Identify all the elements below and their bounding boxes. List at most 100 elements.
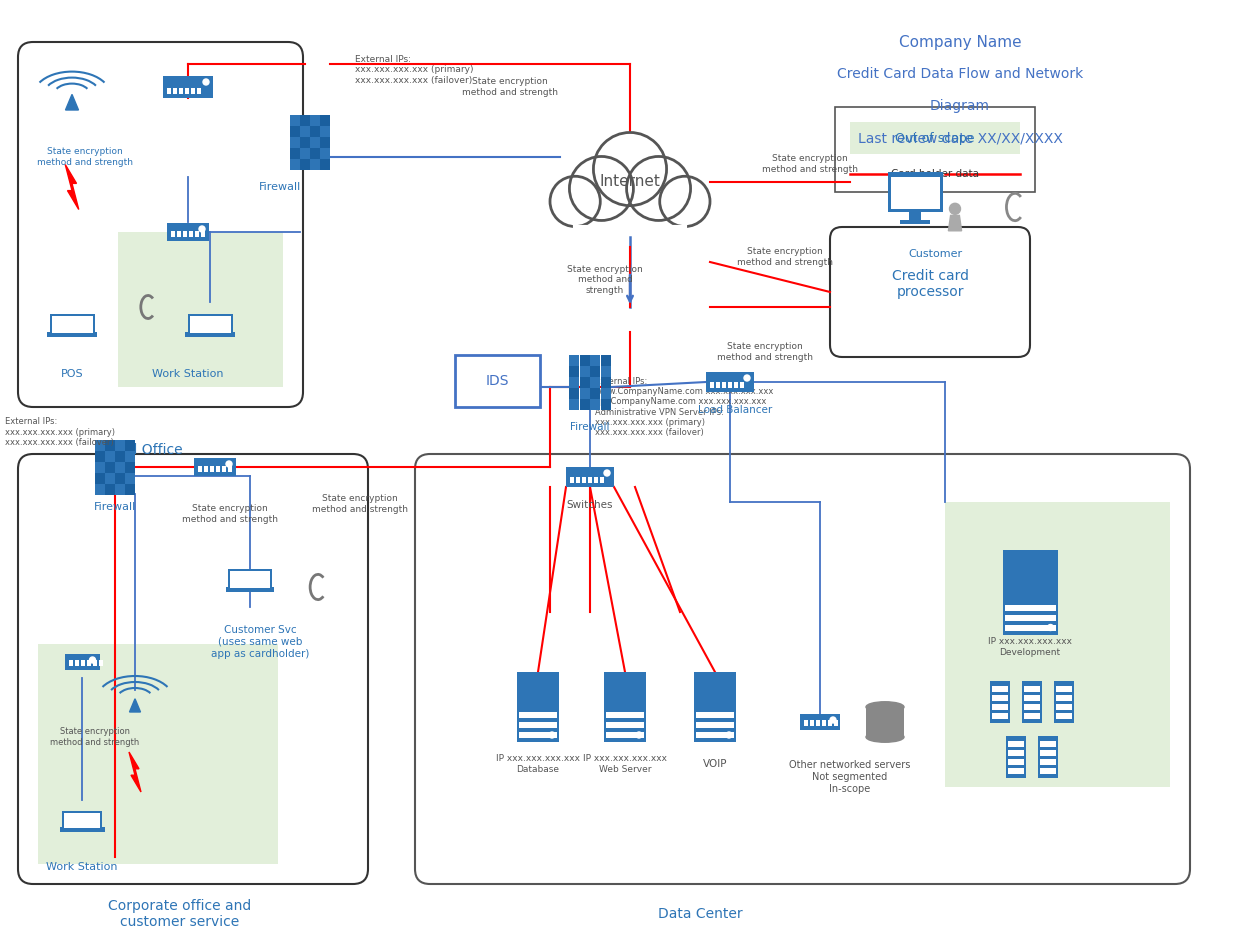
Bar <box>1023 704 1039 710</box>
Bar <box>1009 768 1023 774</box>
Bar <box>300 115 309 125</box>
Text: State encryption
method and strength: State encryption method and strength <box>182 504 278 524</box>
Bar <box>1005 614 1056 621</box>
Bar <box>59 827 105 832</box>
Bar <box>95 484 105 495</box>
Circle shape <box>549 732 555 738</box>
Bar <box>569 366 578 377</box>
Text: Work Station: Work Station <box>152 369 224 379</box>
Text: State encryption
method and strength: State encryption method and strength <box>717 342 813 362</box>
Bar <box>49 315 94 335</box>
Bar <box>216 466 220 472</box>
Bar <box>167 223 209 241</box>
Bar <box>810 720 815 726</box>
Text: Firewall: Firewall <box>570 422 609 432</box>
Bar <box>95 462 105 473</box>
Bar <box>95 473 105 483</box>
Bar <box>696 732 734 738</box>
Bar <box>125 484 135 495</box>
Bar <box>519 722 557 728</box>
Bar <box>601 388 611 398</box>
Bar <box>696 722 734 728</box>
Bar <box>125 451 135 462</box>
Bar <box>1056 713 1072 719</box>
Bar <box>310 137 319 148</box>
Bar <box>887 172 943 212</box>
Bar <box>834 720 838 726</box>
Bar <box>566 467 614 487</box>
Bar <box>1056 686 1072 692</box>
Circle shape <box>660 176 709 227</box>
Circle shape <box>1047 625 1053 630</box>
Bar <box>1056 695 1072 701</box>
Text: Customer Svc
(uses same web
app as cardholder): Customer Svc (uses same web app as cardh… <box>211 625 309 658</box>
Bar <box>696 712 734 718</box>
Bar <box>300 137 309 148</box>
Bar <box>590 388 599 398</box>
Bar <box>850 122 1020 154</box>
FancyBboxPatch shape <box>19 454 368 884</box>
Bar <box>167 88 171 94</box>
Text: Other networked servers
Not segmented
In-scope: Other networked servers Not segmented In… <box>790 760 911 793</box>
Text: Retail Office: Retail Office <box>98 443 183 457</box>
Bar <box>1006 736 1026 778</box>
Bar <box>569 377 578 387</box>
Text: External IPs:
www.CompanyName.com xxx.xxx.xxx.xxx
api.CompanyName.com xxx.xxx.xx: External IPs: www.CompanyName.com xxx.xx… <box>595 377 774 437</box>
Bar <box>222 466 226 472</box>
Bar <box>582 477 586 483</box>
Bar <box>519 732 557 738</box>
Bar <box>519 712 557 718</box>
Text: Data Center: Data Center <box>658 907 743 921</box>
Bar <box>1023 686 1039 692</box>
Text: IP xxx.xxx.xxx.xxx
Database: IP xxx.xxx.xxx.xxx Database <box>496 755 580 773</box>
Text: Card holder data: Card holder data <box>891 169 979 179</box>
Circle shape <box>203 79 209 85</box>
Bar <box>230 571 269 588</box>
Bar <box>300 148 309 158</box>
Bar <box>227 466 232 472</box>
Bar <box>201 231 205 237</box>
Bar <box>990 681 1010 723</box>
Bar <box>993 695 1009 701</box>
Bar <box>117 232 283 387</box>
Bar <box>890 177 939 209</box>
Bar <box>115 484 125 495</box>
Bar <box>320 126 330 137</box>
Bar <box>580 366 590 377</box>
Bar <box>569 388 578 398</box>
Bar <box>1009 750 1023 756</box>
Bar <box>229 569 272 591</box>
Bar <box>590 355 599 365</box>
Bar <box>693 672 735 742</box>
Bar <box>310 159 319 170</box>
Bar <box>47 332 96 337</box>
Bar <box>115 440 125 450</box>
Bar <box>836 107 1035 192</box>
Bar <box>93 660 96 666</box>
Bar <box>179 88 183 94</box>
Bar <box>105 451 115 462</box>
Bar <box>173 88 177 94</box>
Text: Firewall: Firewall <box>94 502 136 512</box>
Bar <box>580 355 590 365</box>
Bar <box>1039 741 1056 747</box>
Circle shape <box>89 657 95 663</box>
Bar <box>204 466 208 472</box>
Bar <box>740 382 744 388</box>
Bar <box>195 231 199 237</box>
Bar <box>189 317 230 333</box>
Bar <box>185 332 235 337</box>
Bar <box>716 382 721 388</box>
Bar <box>74 660 79 666</box>
Text: IP xxx.xxx.xxx.xxx
Development: IP xxx.xxx.xxx.xxx Development <box>988 638 1072 657</box>
Bar <box>105 440 115 450</box>
Text: Load Balancer: Load Balancer <box>698 405 772 415</box>
Bar <box>52 317 93 333</box>
Bar <box>188 315 232 335</box>
Bar <box>38 644 278 864</box>
Bar <box>570 477 574 483</box>
Bar <box>1038 736 1058 778</box>
Text: Credit card
processor: Credit card processor <box>891 268 969 300</box>
Bar <box>599 477 604 483</box>
Bar <box>290 115 299 125</box>
